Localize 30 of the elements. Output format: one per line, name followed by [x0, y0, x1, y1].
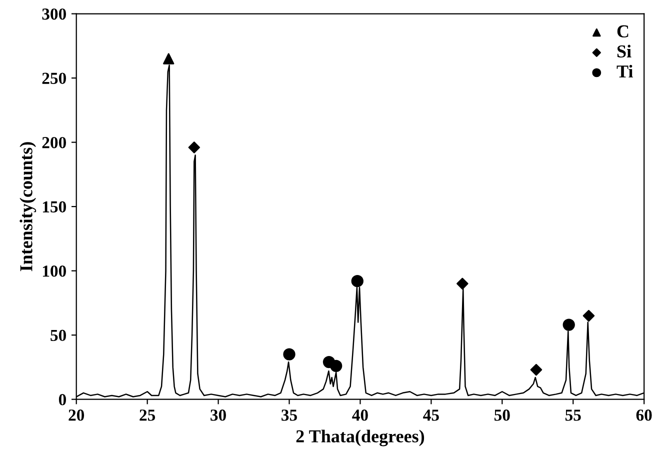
- x-tick-label: 60: [636, 410, 652, 421]
- x-tick-label: 40: [352, 410, 368, 421]
- y-tick-label: 250: [42, 72, 66, 84]
- point: [351, 275, 364, 288]
- y-tick-label: 300: [42, 8, 66, 20]
- legend-label: Ti: [616, 64, 633, 78]
- x-tick-label: 55: [565, 410, 581, 421]
- point: [188, 142, 200, 154]
- y-tick-label: 100: [42, 266, 66, 277]
- y-tick-label: 150: [42, 201, 66, 212]
- y-tick-label: 0: [58, 394, 66, 406]
- point: [283, 348, 296, 360]
- y-tick-label: 50: [50, 330, 66, 342]
- point: [330, 360, 342, 372]
- point: [163, 53, 174, 64]
- y-tick-label: 200: [42, 136, 66, 148]
- x-tick-label: 25: [140, 410, 156, 421]
- x-tick-label: 35: [282, 410, 297, 421]
- legend-label: Si: [617, 44, 632, 58]
- x-tick-label: 30: [210, 410, 226, 421]
- legend-label: C: [617, 25, 628, 38]
- x-axis-title: 2 Thata(degrees): [296, 430, 424, 446]
- point: [456, 278, 468, 290]
- x-tick-label: 45: [423, 410, 439, 421]
- y-axis-title: Intensity(counts): [20, 142, 36, 272]
- x-tick-label: 20: [68, 410, 84, 421]
- point: [582, 310, 595, 322]
- point: [562, 318, 575, 331]
- point: [530, 364, 542, 376]
- x-tick-label: 50: [494, 410, 510, 421]
